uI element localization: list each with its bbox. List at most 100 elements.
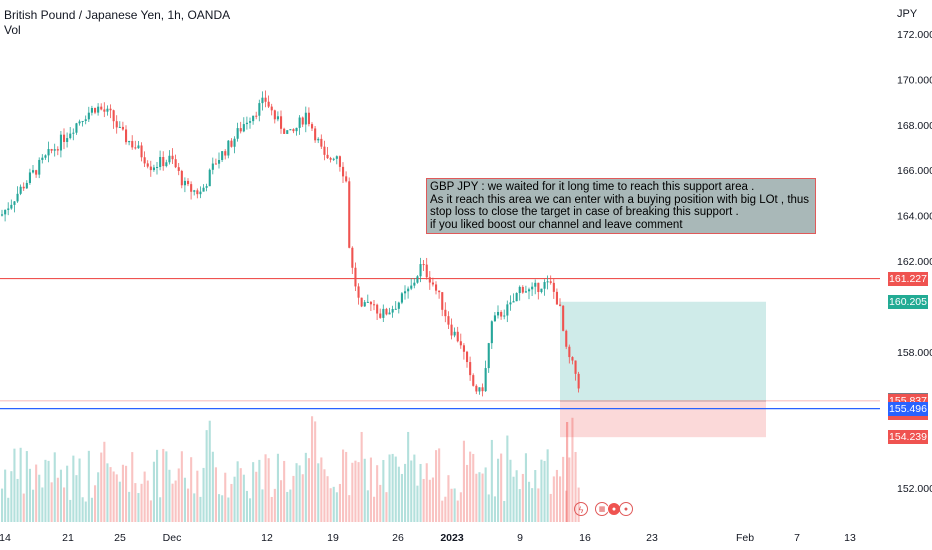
volume-bar (183, 477, 186, 522)
candle-body (239, 128, 242, 132)
volume-bar (400, 473, 403, 522)
volume-bar (50, 482, 53, 522)
candle-body (531, 286, 534, 290)
volume-bar (562, 456, 565, 522)
annotation-note[interactable]: GBP JPY : we waited for it long time to … (426, 178, 816, 234)
candle-body (469, 362, 472, 376)
candle-body (301, 117, 304, 125)
volume-label[interactable]: Vol (4, 23, 21, 37)
candle-body (459, 341, 462, 346)
candle-body (4, 209, 7, 215)
volume-bar (230, 483, 233, 522)
volume-bar (435, 450, 438, 522)
candle-body (528, 289, 531, 292)
volume-bar (410, 460, 413, 522)
candle-body (444, 309, 447, 317)
volume-bar (484, 467, 487, 522)
volume-bar (19, 447, 22, 522)
candle-body (90, 108, 93, 113)
candle-body (245, 122, 248, 125)
volume-bar (4, 469, 7, 522)
volume-bar (171, 483, 174, 522)
volume-bar (546, 449, 549, 522)
x-tick-label: 12 (261, 532, 273, 544)
symbol-title[interactable]: British Pound / Japanese Yen, 1h, OANDA (4, 8, 231, 22)
volume-bar (94, 485, 97, 522)
volume-bar (382, 460, 385, 522)
volume-bar (121, 464, 124, 522)
volume-bar (25, 451, 28, 522)
volume-bar (118, 481, 121, 522)
volume-bar (149, 500, 152, 522)
candle-body (574, 360, 577, 374)
candle-body (416, 276, 419, 283)
volume-bar (261, 489, 264, 522)
candle-body (69, 133, 72, 139)
earnings-icon[interactable]: ● (619, 502, 633, 516)
candle-body (292, 129, 295, 132)
candle-body (218, 160, 221, 164)
candle-body (376, 304, 379, 314)
volume-bar (379, 484, 382, 522)
candle-body (112, 110, 115, 122)
candle-body (140, 145, 143, 158)
volume-bar (453, 488, 456, 522)
volume-bar (236, 461, 239, 522)
candle-body (546, 281, 549, 283)
candle-body (345, 176, 348, 182)
candle-body (307, 112, 310, 125)
target-price-badge: 160.205 (888, 294, 928, 309)
volume-bar (180, 451, 183, 522)
x-tick-label: 19 (327, 532, 339, 544)
volume-bar (128, 491, 131, 522)
volume-bar (205, 430, 208, 522)
volume-bar (137, 493, 140, 522)
volume-bar (314, 421, 317, 522)
candle-body (314, 128, 317, 141)
candle-body (450, 324, 453, 336)
candle-body (227, 140, 230, 156)
candle-body (84, 119, 87, 121)
candle-body (125, 129, 128, 143)
volume-bar (357, 462, 360, 522)
volume-bar (22, 493, 25, 522)
candle-body (490, 321, 493, 344)
candle-body (143, 157, 146, 164)
candle-body (500, 311, 503, 317)
volume-bar (326, 476, 329, 522)
candle-body (357, 286, 360, 298)
volume-bar (552, 476, 555, 522)
volume-bar (438, 448, 441, 522)
candle-body (149, 166, 152, 171)
volume-bar (416, 485, 419, 522)
candle-body (258, 103, 261, 116)
volume-bar (481, 473, 484, 522)
candle-body (320, 138, 323, 147)
candle-body (159, 156, 162, 167)
volume-bar (7, 497, 10, 522)
candle-body (484, 368, 487, 392)
volume-bar (286, 491, 289, 522)
volume-bar (503, 500, 506, 522)
y-tick-label: 172.000 (897, 29, 932, 41)
target-zone[interactable] (560, 301, 766, 401)
candle-body (264, 97, 267, 102)
candle-body (326, 154, 329, 159)
candle-body (165, 162, 168, 167)
volume-bar (422, 478, 425, 522)
candle-body (537, 282, 540, 293)
volume-bar (441, 500, 444, 522)
candle-body (118, 126, 121, 128)
candle-body (509, 302, 512, 305)
stop-zone[interactable] (560, 400, 766, 438)
volume-bar (459, 492, 462, 522)
candle-body (261, 97, 264, 104)
volume-bar (224, 472, 227, 522)
volume-bar (311, 416, 314, 522)
lightning-icon[interactable]: ϟ (574, 502, 588, 516)
x-tick-label: Dec (163, 532, 182, 544)
volume-bar (276, 453, 279, 522)
volume-bar (218, 494, 221, 522)
candle-body (255, 115, 258, 117)
